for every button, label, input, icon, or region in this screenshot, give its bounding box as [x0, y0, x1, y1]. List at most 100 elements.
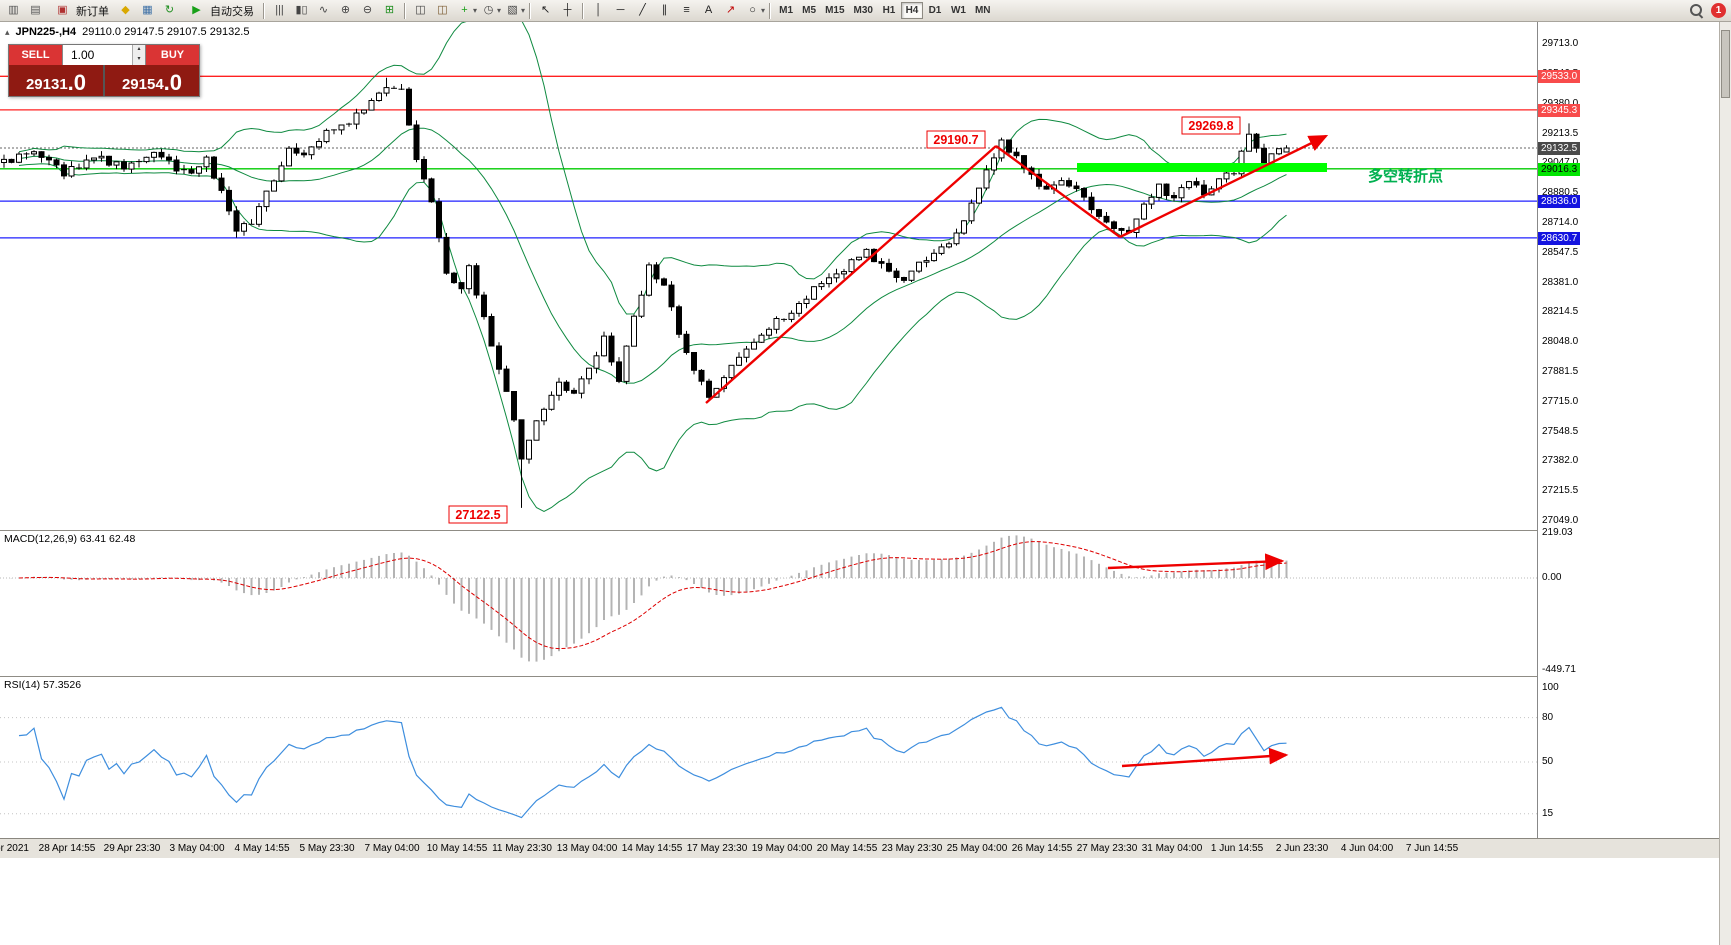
symbol-name: JPN225-,H4 — [15, 26, 77, 38]
price-tick: 27881.5 — [1542, 366, 1579, 378]
time-tick-label: 5 May 23:30 — [299, 843, 355, 854]
dropdown-caret-icon: ▾ — [473, 6, 478, 15]
timeframe-m15[interactable]: M15 — [825, 5, 845, 16]
line-chart-icon[interactable]: ∿ — [318, 4, 329, 16]
channel-icon[interactable]: ∥ — [661, 4, 668, 16]
bar-chart-icon[interactable]: ||| — [275, 4, 284, 16]
time-tick-label: 20 May 14:55 — [816, 843, 878, 854]
rsi-axis-label: 80 — [1542, 711, 1554, 723]
price-tick: 27049.0 — [1542, 515, 1579, 527]
new-order-button-label: 新订单 — [76, 5, 109, 18]
sell-button[interactable]: SELL — [9, 45, 62, 65]
time-tick-label: 27 Apr 2021 — [0, 843, 29, 854]
market-watch-icon[interactable]: ▦ — [142, 4, 153, 16]
timeframe-m1[interactable]: M1 — [779, 5, 794, 16]
toolbar: ▥ ▤ ▣ 新订单 ◆ ▦ ↻ ▶ 自动交易 ||| ▮▯ ∿ ⊕ ⊖ ⊞ ◫ ◫ + ▾ ◷ ▾ ▧ ▾ ↖ ┼ │ ─ ╱ ∥ ≡ A ↗… — [0, 0, 1731, 22]
autotrade-icon: ▶ — [192, 4, 201, 16]
volume-input[interactable]: 1.00 ▴ ▾ — [62, 45, 146, 65]
time-axis[interactable]: 27 Apr 2021 28 Apr 14:55 29 Apr 23:30 3 May… — [0, 838, 1731, 858]
spinner-down-icon[interactable]: ▾ — [133, 55, 145, 65]
price-tick: 29213.5 — [1542, 127, 1579, 139]
rsi-line — [18, 706, 1287, 819]
fibonacci-icon[interactable]: ≡ — [683, 4, 690, 16]
price-tick: 29380.0 — [1542, 98, 1578, 110]
timeframe-h1[interactable]: H1 — [882, 5, 896, 16]
new-chart-icon[interactable]: ▥ — [8, 4, 19, 16]
trend-arrow[interactable] — [1119, 134, 1329, 239]
time-tick-label: 28 Apr 14:55 — [38, 843, 96, 854]
new-order-button[interactable]: ▣ 新订单 — [47, 2, 114, 20]
text-label-icon[interactable]: A — [704, 4, 713, 16]
refresh-icon[interactable]: ↻ — [164, 4, 175, 16]
time-tick-label: 27 May 23:30 — [1076, 843, 1138, 854]
tile-windows-icon[interactable]: ⊞ — [384, 4, 395, 16]
indicator-list-icon[interactable]: ◫ — [415, 4, 426, 16]
autotrade-button-label: 自动交易 — [210, 5, 254, 18]
price-annotation-box[interactable] — [1181, 116, 1241, 135]
timeframe-m30[interactable]: M30 — [853, 5, 873, 16]
vertical-line-icon[interactable]: │ — [595, 4, 602, 16]
price-tick: 28547.5 — [1542, 246, 1579, 258]
buy-button[interactable]: BUY — [146, 45, 199, 65]
crosshair-icon[interactable]: ┼ — [563, 4, 572, 16]
autotrade-button[interactable]: ▶ 自动交易 — [181, 2, 259, 20]
periods-icon-dropdown[interactable]: ◷ ▾ — [478, 2, 501, 20]
trend-arrow[interactable] — [1107, 553, 1285, 571]
price-annotation-text: 27122.5 — [455, 508, 500, 522]
time-tick-label: 29 Apr 23:30 — [103, 843, 161, 854]
toolbar-separator — [263, 2, 265, 19]
rsi-axis-label: 15 — [1542, 807, 1554, 819]
price-annotation-box[interactable] — [448, 505, 508, 524]
price-axis[interactable]: 29713.029546.529380.029213.529047.028880… — [1537, 22, 1719, 858]
price-tick: 27548.5 — [1542, 425, 1579, 437]
shapes-icon-dropdown[interactable]: ○ ▾ — [742, 2, 765, 20]
sell-price[interactable]: 29131.0 — [9, 65, 103, 96]
vertical-scrollbar[interactable] — [1719, 22, 1731, 945]
time-tick-label: 2 Jun 23:30 — [1275, 843, 1329, 854]
spinner-up-icon[interactable]: ▴ — [133, 45, 145, 55]
toolbar-separator — [582, 2, 585, 19]
time-tick-label: 31 May 04:00 — [1141, 843, 1203, 854]
timeframe-h4[interactable]: H4 — [900, 2, 923, 19]
trend-arrow[interactable] — [995, 145, 1121, 238]
collapse-icon[interactable]: ▴ — [5, 26, 10, 37]
price-tick: 28048.0 — [1542, 336, 1579, 348]
trendline-icon[interactable]: ╱ — [639, 4, 646, 16]
chart-profiles-icon[interactable]: ▤ — [30, 4, 41, 16]
cursor-icon[interactable]: ↖ — [540, 4, 551, 16]
price-annotation-text: 29190.7 — [933, 133, 978, 147]
turning-point-note[interactable]: 多空转折点 — [1368, 167, 1443, 185]
add-indicator-icon-dropdown[interactable]: + ▾ — [454, 2, 477, 20]
trend-arrow[interactable] — [705, 145, 997, 404]
horizontal-line-icon[interactable]: ─ — [616, 4, 625, 16]
price-tick: 28214.5 — [1542, 306, 1579, 318]
support-zone-rectangle[interactable] — [1077, 163, 1327, 172]
price-tick: 27215.5 — [1542, 485, 1579, 497]
timeframe-mn[interactable]: MN — [974, 5, 991, 16]
chart-canvas[interactable]: 29190.7 29269.8 27122.5 多空转折点 — [0, 22, 1537, 838]
timeframe-d1[interactable]: D1 — [928, 5, 942, 16]
trend-arrow[interactable] — [1121, 747, 1289, 768]
time-tick-label: 25 May 04:00 — [946, 843, 1008, 854]
volume-spinner[interactable]: ▴ ▾ — [132, 45, 145, 65]
indicator-window-icon[interactable]: ◫ — [437, 4, 448, 16]
candlestick-chart-icon[interactable]: ▮▯ — [295, 4, 308, 16]
timeframe-w1[interactable]: W1 — [950, 5, 966, 16]
buy-price[interactable]: 29154.0 — [105, 65, 199, 96]
price-level-lines[interactable] — [0, 75, 1537, 239]
notification-badge[interactable]: 1 — [1711, 3, 1726, 18]
favorites-icon[interactable]: ◆ — [121, 4, 130, 16]
price-highlight-label: 29132.5 — [1538, 142, 1581, 156]
timeframe-m5[interactable]: M5 — [802, 5, 817, 16]
macd-histogram — [10, 535, 1288, 662]
zoom-in-icon[interactable]: ⊕ — [340, 4, 351, 16]
rsi-label: RSI(14) 57.3526 — [4, 679, 82, 691]
time-tick-label: 7 May 04:00 — [364, 843, 420, 854]
price-annotation-box[interactable] — [926, 130, 986, 149]
arrow-tool-icon[interactable]: ↗ — [725, 4, 736, 16]
zoom-out-icon[interactable]: ⊖ — [362, 4, 373, 16]
templates-icon-dropdown[interactable]: ▧ ▾ — [502, 2, 525, 20]
scrollbar-thumb[interactable] — [1721, 30, 1730, 98]
search-icon[interactable] — [1689, 3, 1704, 18]
